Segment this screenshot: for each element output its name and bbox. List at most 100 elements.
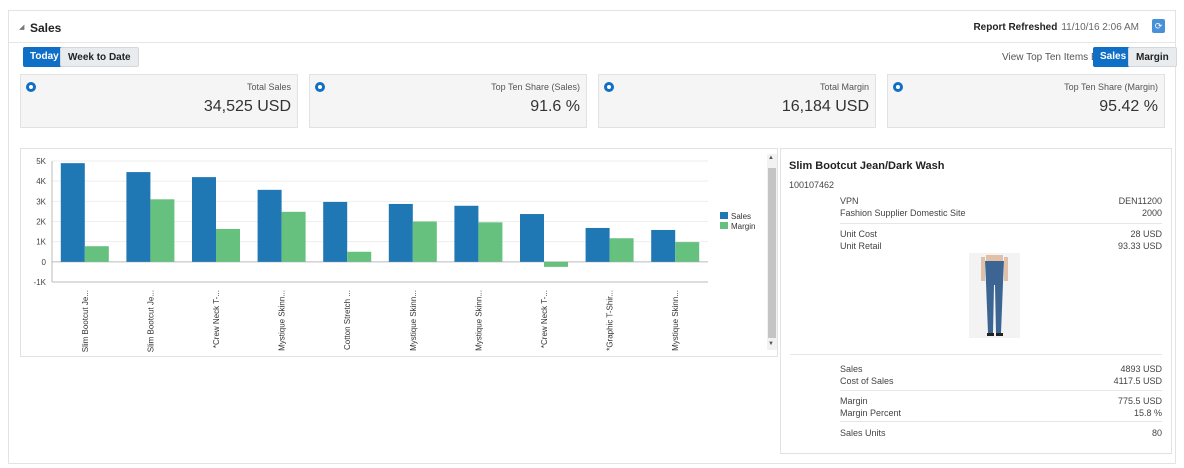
bar-sales (323, 201, 348, 262)
detail-key: Fashion Supplier Domestic Site (840, 208, 966, 218)
view-by-margin-button[interactable]: Margin (1128, 47, 1177, 67)
x-tick-label: Mystique Skinn... (474, 290, 483, 351)
chart-scrollbar[interactable]: ▲ ▼ (767, 154, 777, 350)
detail-row: Cost of Sales 4117.5 USD (840, 376, 1162, 388)
refreshed-label: Report Refreshed (973, 22, 1058, 33)
tile-value: 16,184 USD (781, 98, 869, 115)
panel-title: Sales (30, 21, 62, 35)
detail-key: Unit Cost (840, 229, 878, 239)
item-id: 100107462 (789, 180, 835, 190)
detail-value: 4893 USD (1120, 364, 1162, 374)
refreshed-time: 11/10/16 2:06 AM (1061, 22, 1139, 33)
bar-margin (675, 242, 700, 262)
tile-top-ten-share-sales[interactable]: Top Ten Share (Sales) 91.6 % (309, 74, 587, 128)
jeans-image-icon (981, 255, 1008, 336)
divider (840, 223, 1162, 224)
detail-value: 28 USD (1130, 229, 1162, 239)
week-to-date-button[interactable]: Week to Date (60, 47, 139, 67)
view-top-ten-label: View Top Ten Items By (1002, 52, 1103, 63)
item-detail-panel: Slim Bootcut Jean/Dark Wash 100107462 (780, 148, 1172, 454)
tile-value: 34,525 USD (203, 98, 291, 115)
tile-top-ten-share-margin[interactable]: Top Ten Share (Margin) 95.42 % (887, 74, 1165, 128)
detail-key: Unit Retail (840, 241, 882, 251)
radio-icon[interactable] (26, 82, 36, 92)
legend-swatch (720, 222, 728, 229)
x-tick-label: Slim Bootcut Je... (146, 290, 155, 352)
bar-margin (609, 238, 634, 262)
detail-key: Cost of Sales (840, 376, 894, 386)
y-tick-label: 2K (36, 218, 46, 227)
y-tick-label: 0 (42, 258, 47, 267)
detail-row: Fashion Supplier Domestic Site 2000 (840, 208, 1162, 220)
bar-margin (84, 246, 109, 262)
detail-value: 15.8 % (1133, 408, 1162, 418)
product-image (969, 253, 1020, 338)
tile-total-margin[interactable]: Total Margin 16,184 USD (598, 74, 876, 128)
divider (840, 390, 1162, 391)
bar-sales (192, 177, 216, 262)
detail-value: 80 (1151, 428, 1162, 438)
radio-icon[interactable] (315, 82, 325, 92)
divider (840, 421, 1162, 422)
detail-key: Margin Percent (840, 408, 902, 418)
detail-row: VPN DEN11200 (840, 196, 1162, 208)
tile-label: Top Ten Share (Sales) (491, 82, 580, 92)
report-refreshed: Report Refreshed 11/10/16 2:06 AM (973, 22, 1139, 33)
top-ten-bar-chart: 5K 4K 3K 2K 1K 0 -1K Slim Bootcut Je... Slim Boo… (34, 157, 756, 352)
scroll-thumb[interactable] (768, 168, 776, 338)
detail-value: 93.33 USD (1117, 241, 1162, 251)
detail-row: Unit Retail 93.33 USD (840, 241, 1162, 253)
tile-label: Total Sales (246, 82, 291, 92)
scroll-down-icon[interactable]: ▼ (768, 341, 774, 347)
bar-sales (520, 214, 544, 262)
x-tick-label: *Crew Neck T-... (212, 290, 221, 348)
legend-label: Sales (731, 212, 751, 221)
tile-total-sales[interactable]: Total Sales 34,525 USD (20, 74, 298, 128)
scroll-up-icon[interactable]: ▲ (768, 155, 774, 161)
x-tick-label: Slim Bootcut Je... (81, 290, 90, 352)
detail-row: Sales 4893 USD (840, 364, 1162, 376)
detail-key: Margin (840, 396, 868, 406)
detail-row: Sales Units 80 (840, 428, 1162, 440)
bar-sales (60, 163, 85, 262)
bar-margin (281, 211, 306, 262)
bar-sales (126, 172, 151, 262)
bar-sales (454, 205, 479, 262)
detail-value: 775.5 USD (1117, 396, 1162, 406)
radio-icon[interactable] (893, 82, 903, 92)
detail-key: VPN (840, 196, 859, 206)
detail-row: Margin 775.5 USD (840, 396, 1162, 408)
bar-margin (412, 221, 437, 262)
y-tick-label: 5K (36, 157, 46, 166)
bar-sales (257, 189, 282, 262)
y-tick-label: 4K (36, 177, 46, 186)
bar-margin (347, 251, 372, 262)
chart-panel (20, 148, 778, 357)
y-tick-label: -1K (34, 278, 47, 287)
panel-header: ◢ Sales Report Refreshed 11/10/16 2:06 AM… (9, 11, 1175, 43)
bar-margin (478, 222, 503, 262)
sales-panel: ◢ Sales Report Refreshed 11/10/16 2:06 AM… (8, 10, 1176, 464)
x-tick-label: Mystique Skinn... (671, 290, 680, 351)
item-title: Slim Bootcut Jean/Dark Wash (789, 160, 945, 172)
bar-sales (388, 203, 413, 262)
tile-label: Top Ten Share (Margin) (1064, 82, 1158, 92)
today-button[interactable]: Today (23, 47, 66, 67)
detail-key: Sales (840, 364, 863, 374)
x-tick-label: *Graphic T-Shir... (606, 290, 615, 351)
view-by-sales-button[interactable]: Sales (1093, 47, 1134, 67)
tile-value: 95.42 % (1099, 98, 1158, 115)
x-tick-label: Mystique Skinn... (409, 290, 418, 351)
detail-row: Unit Cost 28 USD (840, 229, 1162, 241)
collapse-icon[interactable]: ◢ (19, 24, 25, 31)
refresh-icon[interactable]: ⟳ (1152, 19, 1165, 33)
bar-sales (651, 229, 676, 262)
bar-margin (150, 199, 175, 262)
bar-margin (216, 228, 240, 262)
tile-label: Total Margin (819, 82, 869, 92)
bar-sales (585, 227, 610, 262)
tile-value: 91.6 % (530, 98, 580, 115)
x-tick-label: *Crew Neck T-... (540, 290, 549, 348)
radio-icon[interactable] (604, 82, 614, 92)
legend-label: Margin (731, 222, 755, 231)
